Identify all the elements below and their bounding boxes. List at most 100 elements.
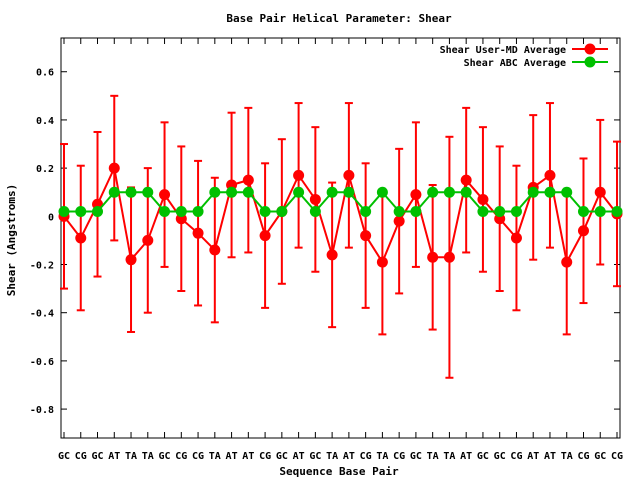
y-tick-label: -0.2: [30, 261, 54, 272]
x-tick-label: GC: [58, 451, 70, 462]
data-point-abc: [443, 186, 455, 198]
data-point-abc: [242, 186, 254, 198]
data-point-abc: [226, 186, 238, 198]
x-tick-label: AT: [293, 451, 305, 462]
data-point-user-md: [460, 174, 472, 186]
data-point-abc: [175, 205, 187, 217]
data-point-abc: [410, 205, 422, 217]
x-tick-label: GC: [91, 451, 103, 462]
data-point-abc: [343, 186, 355, 198]
y-tick-label: 0.4: [36, 116, 54, 127]
x-tick-label: AT: [460, 451, 472, 462]
data-point-user-md: [544, 169, 556, 181]
y-tick-label: 0.6: [36, 68, 54, 79]
y-tick-label: -0.4: [30, 309, 54, 320]
data-point-abc: [276, 205, 288, 217]
x-axis-label: Sequence Base Pair: [279, 465, 399, 478]
data-point-abc: [159, 205, 171, 217]
x-tick-label: TA: [376, 451, 388, 462]
x-tick-label: CG: [510, 451, 522, 462]
y-axis-ticks: -0.8 -0.6 -0.4 -0.2 0 0.2 0.4 0.6: [30, 68, 620, 416]
data-point-abc: [125, 186, 137, 198]
data-point-user-md: [510, 232, 522, 244]
legend-swatch-marker: [584, 56, 596, 68]
y-tick-label: -0.8: [30, 405, 54, 416]
x-tick-label: CG: [360, 451, 372, 462]
series-user-md: [58, 94, 623, 379]
data-point-user-md: [259, 230, 271, 242]
x-tick-label: AT: [108, 451, 120, 462]
x-tick-label: CG: [75, 451, 87, 462]
x-tick-label: CG: [577, 451, 589, 462]
data-point-abc: [92, 205, 104, 217]
x-tick-label: GC: [410, 451, 422, 462]
data-point-abc: [611, 205, 623, 217]
x-tick-label: CG: [192, 451, 204, 462]
data-point-user-md: [125, 254, 137, 266]
x-tick-label: CG: [611, 451, 623, 462]
data-point-user-md: [309, 193, 321, 205]
x-tick-label: CG: [175, 451, 187, 462]
x-tick-label: AT: [343, 451, 355, 462]
data-point-user-md: [477, 193, 489, 205]
data-point-user-md: [293, 169, 305, 181]
data-point-user-md: [192, 227, 204, 239]
legend-label: Shear User-MD Average: [440, 45, 566, 56]
data-point-abc: [192, 205, 204, 217]
data-point-abc: [209, 186, 221, 198]
x-tick-label: CG: [393, 451, 405, 462]
x-tick-label: GC: [159, 451, 171, 462]
x-tick-label: TA: [427, 451, 439, 462]
data-point-user-md: [242, 174, 254, 186]
x-tick-label: GC: [309, 451, 321, 462]
x-tick-label: TA: [561, 451, 573, 462]
data-point-abc: [544, 186, 556, 198]
legend-swatch-marker: [584, 43, 596, 55]
data-point-abc: [594, 205, 606, 217]
data-point-user-md: [75, 232, 87, 244]
data-point-abc: [326, 186, 338, 198]
series-layer: [58, 94, 623, 379]
x-tick-label: GC: [494, 451, 506, 462]
data-point-abc: [477, 205, 489, 217]
y-tick-label: 0: [48, 212, 54, 223]
data-point-abc: [561, 186, 573, 198]
data-point-user-md: [427, 251, 439, 263]
y-tick-label: -0.6: [30, 357, 54, 368]
series-abc: [58, 186, 623, 217]
data-point-abc: [293, 186, 305, 198]
legend-label: Shear ABC Average: [464, 58, 566, 69]
x-tick-label: AT: [544, 451, 556, 462]
x-tick-label: AT: [226, 451, 238, 462]
data-point-user-md: [443, 251, 455, 263]
data-point-abc: [427, 186, 439, 198]
x-tick-label: GC: [477, 451, 489, 462]
data-point-user-md: [159, 189, 171, 201]
data-point-user-md: [577, 225, 589, 237]
data-point-user-md: [343, 169, 355, 181]
x-tick-label: GC: [594, 451, 606, 462]
data-point-user-md: [142, 234, 154, 246]
chart-title: Base Pair Helical Parameter: Shear: [226, 12, 452, 25]
data-point-user-md: [209, 244, 221, 256]
data-point-abc: [58, 205, 70, 217]
data-point-abc: [510, 205, 522, 217]
data-point-user-md: [108, 162, 120, 174]
data-point-abc: [142, 186, 154, 198]
x-tick-label: TA: [326, 451, 338, 462]
data-point-abc: [527, 186, 539, 198]
x-tick-label: GC: [276, 451, 288, 462]
data-point-abc: [460, 186, 472, 198]
x-tick-label: CG: [259, 451, 271, 462]
x-tick-label: AT: [527, 451, 539, 462]
data-point-abc: [108, 186, 120, 198]
legend: Shear User-MD Average Shear ABC Average: [440, 43, 608, 69]
data-point-abc: [494, 205, 506, 217]
data-point-user-md: [393, 215, 405, 227]
x-tick-label: TA: [443, 451, 455, 462]
x-tick-label: TA: [209, 451, 221, 462]
x-tick-label: TA: [125, 451, 137, 462]
data-point-user-md: [360, 230, 372, 242]
x-tick-label: AT: [242, 451, 254, 462]
data-point-user-md: [376, 256, 388, 268]
